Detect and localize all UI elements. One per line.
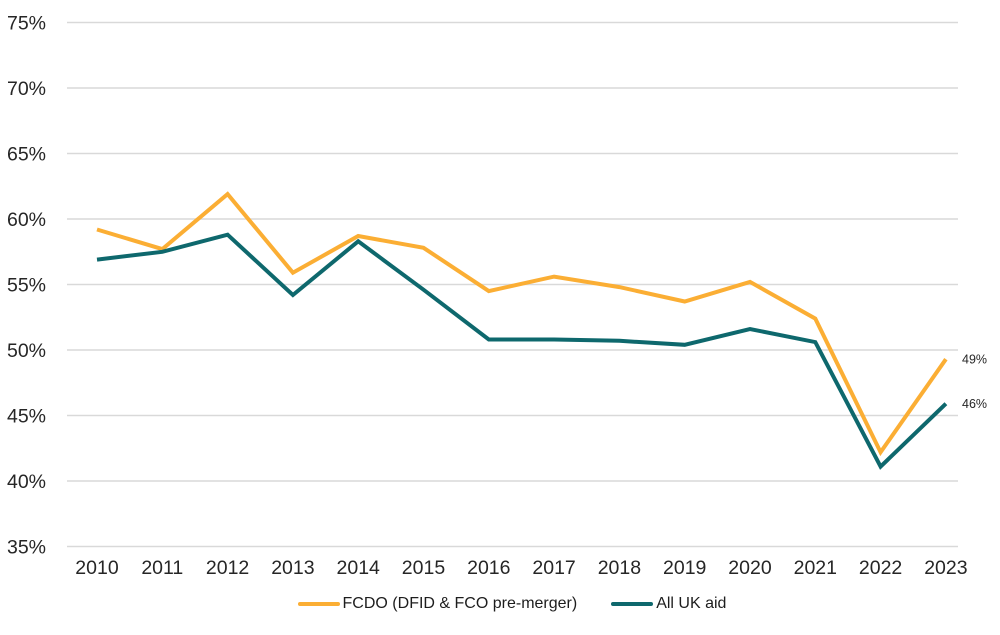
series-end-label: 49% [962, 353, 987, 367]
legend-label-all-uk-aid: All UK aid [656, 595, 727, 612]
x-axis-tick-label: 2023 [924, 557, 967, 579]
x-axis-tick-label: 2010 [75, 557, 119, 579]
y-axis-tick-label: 55% [7, 275, 46, 297]
x-axis-tick-label: 2014 [337, 557, 381, 579]
y-axis-tick-label: 40% [7, 471, 46, 493]
x-axis-tick-label: 2012 [206, 557, 249, 579]
x-axis-tick-label: 2016 [467, 557, 510, 579]
x-axis-tick-label: 2017 [532, 557, 575, 579]
y-axis-tick-label: 35% [7, 537, 46, 559]
legend-label-fcdo: FCDO (DFID & FCO pre-merger) [342, 595, 578, 612]
y-axis-tick-label: 65% [7, 144, 46, 166]
x-axis-tick-label: 2015 [402, 557, 446, 579]
all-uk-aid-line-swatch [611, 602, 654, 606]
x-axis-tick-label: 2018 [598, 557, 641, 579]
series-line-all-uk-aid [96, 232, 948, 470]
series-end-label: 46% [962, 397, 987, 411]
y-axis-tick-label: 75% [7, 13, 46, 35]
x-axis-tick-label: 2019 [663, 557, 706, 579]
series-line-fcdo [96, 191, 948, 457]
x-axis-tick-label: 2011 [141, 557, 183, 579]
legend-item-fcdo: FCDO (DFID & FCO pre-merger) [297, 594, 578, 614]
x-axis-tick-label: 2022 [859, 557, 902, 579]
y-axis-tick-label: 45% [7, 406, 46, 428]
y-axis-tick-label: 70% [7, 78, 46, 100]
y-axis-tick-label: 50% [7, 340, 46, 362]
legend-item-all-uk-aid: All UK aid [611, 594, 726, 614]
x-axis-tick-label: 2021 [794, 557, 837, 579]
x-axis-tick-label: 2013 [271, 557, 314, 579]
x-axis-tick-label: 2020 [728, 557, 772, 579]
fcdo-line-swatch [297, 602, 340, 606]
legend: FCDO (DFID & FCO pre-merger) All UK aid [12, 594, 1000, 614]
y-axis-tick-label: 60% [7, 209, 46, 231]
